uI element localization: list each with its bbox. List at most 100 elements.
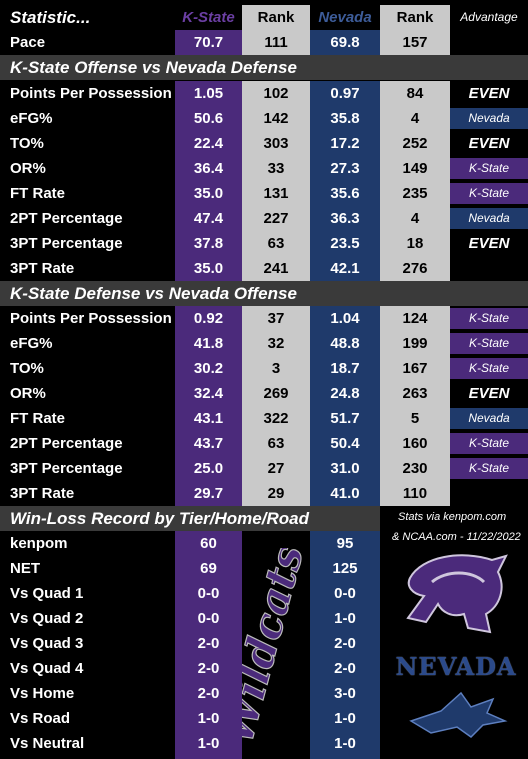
kstate-value: 47.4	[175, 206, 242, 231]
row-label: Vs Neutral	[10, 735, 85, 752]
advantage-badge: K-State	[450, 158, 528, 179]
advantage-badge: Nevada	[450, 408, 528, 429]
nevada-rank: 263	[380, 381, 450, 406]
nevada-rank: 124	[380, 306, 450, 331]
nevada-record: 0-0	[334, 585, 356, 602]
nevada-value: 48.8	[310, 331, 380, 356]
nevada-rank: 235	[380, 181, 450, 206]
kstate-value: 29.7	[175, 481, 242, 506]
kstate-record: 2-0	[197, 685, 220, 702]
header-nevada: Nevada	[310, 5, 380, 30]
nevada-record: 95	[336, 535, 354, 552]
nevada-rank: 160	[380, 431, 450, 456]
table-row: 3PT Percentage 25.0 27 31.0 230 K-State	[0, 456, 528, 481]
table-row: eFG% 41.8 32 48.8 199 K-State	[0, 331, 528, 356]
nevada-rank: 4	[380, 106, 450, 131]
nevada-value: 18.7	[310, 356, 380, 381]
row-label: Pace	[10, 34, 46, 51]
header-statistic: Statistic...	[10, 8, 91, 27]
kstate-value: 22.4	[175, 131, 242, 156]
record-row: Vs Quad 4 2-0 2-0	[0, 656, 528, 681]
row-label: 3PT Percentage	[10, 460, 123, 477]
nevada-logo: NEVADA	[384, 652, 528, 746]
row-label: 3PT Rate	[10, 485, 75, 502]
kstate-value: 32.4	[175, 381, 242, 406]
nevada-value: 50.4	[310, 431, 380, 456]
nevada-rank: 157	[380, 30, 450, 55]
row-label: Vs Home	[10, 685, 75, 702]
nevada-record: 2-0	[334, 660, 356, 677]
kstate-rank: 241	[242, 256, 310, 281]
nevada-value: 27.3	[310, 156, 380, 181]
nevada-rank: 230	[380, 456, 450, 481]
nevada-record: 1-0	[334, 610, 356, 627]
kstate-rank: 63	[242, 431, 310, 456]
row-label: Points Per Possession	[10, 310, 172, 327]
record-row: Vs Quad 2 0-0 1-0	[0, 606, 528, 631]
advantage-badge: EVEN	[468, 385, 510, 402]
kstate-rank: 322	[242, 406, 310, 431]
row-label: Vs Quad 1	[10, 585, 84, 602]
kstate-value: 70.7	[175, 30, 242, 55]
row-label: FT Rate	[10, 410, 66, 427]
table-row: OR% 32.4 269 24.8 263 EVEN	[0, 381, 528, 406]
nevada-record: 2-0	[334, 635, 356, 652]
table-row: TO% 22.4 303 17.2 252 EVEN	[0, 131, 528, 156]
advantage-badge: K-State	[450, 183, 528, 204]
row-label: Vs Quad 4	[10, 660, 84, 677]
nevada-value: 1.04	[310, 306, 380, 331]
kstate-rank: 142	[242, 106, 310, 131]
header-rank-nevada: Rank	[380, 5, 450, 30]
kstate-rank: 37	[242, 306, 310, 331]
table-row: 3PT Rate 29.7 29 41.0 110	[0, 481, 528, 506]
nevada-record: 3-0	[334, 685, 356, 702]
nevada-record: 1-0	[334, 710, 356, 727]
table-row: FT Rate 43.1 322 51.7 5 Nevada	[0, 406, 528, 431]
table-row: eFG% 50.6 142 35.8 4 Nevada	[0, 106, 528, 131]
kstate-rank: 33	[242, 156, 310, 181]
row-label: TO%	[10, 135, 44, 152]
credit-date: & NCAA.com - 11/22/2022	[392, 531, 521, 543]
table-row: 2PT Percentage 47.4 227 36.3 4 Nevada	[0, 206, 528, 231]
advantage-badge: K-State	[450, 308, 528, 329]
kstate-value: 30.2	[175, 356, 242, 381]
nevada-record: 1-0	[334, 735, 356, 752]
kstate-record: 60	[200, 535, 217, 552]
kstate-record: 1-0	[197, 735, 220, 752]
nevada-value: 24.8	[310, 381, 380, 406]
kstate-rank: 111	[242, 30, 310, 55]
kstate-rank: 227	[242, 206, 310, 231]
nevada-value: 0.97	[310, 81, 380, 106]
credit-source: Stats via kenpom.com	[398, 511, 507, 523]
row-label: 2PT Percentage	[10, 435, 123, 452]
advantage-badge: K-State	[450, 358, 528, 379]
row-label: Vs Road	[10, 710, 71, 727]
kstate-value: 43.7	[175, 431, 242, 456]
row-label: eFG%	[10, 335, 53, 352]
kstate-record: 2-0	[197, 635, 220, 652]
section-header: Win-Loss Record by Tier/Home/Road	[0, 506, 380, 531]
kstate-value: 35.0	[175, 256, 242, 281]
advantage-badge: EVEN	[468, 85, 510, 102]
kstate-rank: 63	[242, 231, 310, 256]
kstate-powercat-logo	[406, 554, 508, 634]
kstate-record: 0-0	[197, 610, 220, 627]
kstate-rank: 27	[242, 456, 310, 481]
header-row: Statistic... K-State Rank Nevada Rank Advanta…	[0, 5, 528, 30]
kstate-value: 1.05	[175, 81, 242, 106]
wildcats-wordmark: Wildcats	[242, 548, 312, 748]
row-label: OR%	[10, 160, 46, 177]
nevada-logo-text: NEVADA	[395, 652, 517, 681]
header-rank-kstate: Rank	[242, 5, 310, 30]
nevada-column-bg	[310, 531, 380, 759]
table-row: 3PT Rate 35.0 241 42.1 276	[0, 256, 528, 281]
row-label: TO%	[10, 360, 44, 377]
kstate-value: 43.1	[175, 406, 242, 431]
kstate-value: 50.6	[175, 106, 242, 131]
nevada-rank: 276	[380, 256, 450, 281]
table-row: Points Per Possession 1.05 102 0.97 84 EVEN	[0, 81, 528, 106]
nevada-rank: 110	[380, 481, 450, 506]
table-row: 3PT Percentage 37.8 63 23.5 18 EVEN	[0, 231, 528, 256]
nevada-value: 51.7	[310, 406, 380, 431]
nevada-rank: 84	[380, 81, 450, 106]
